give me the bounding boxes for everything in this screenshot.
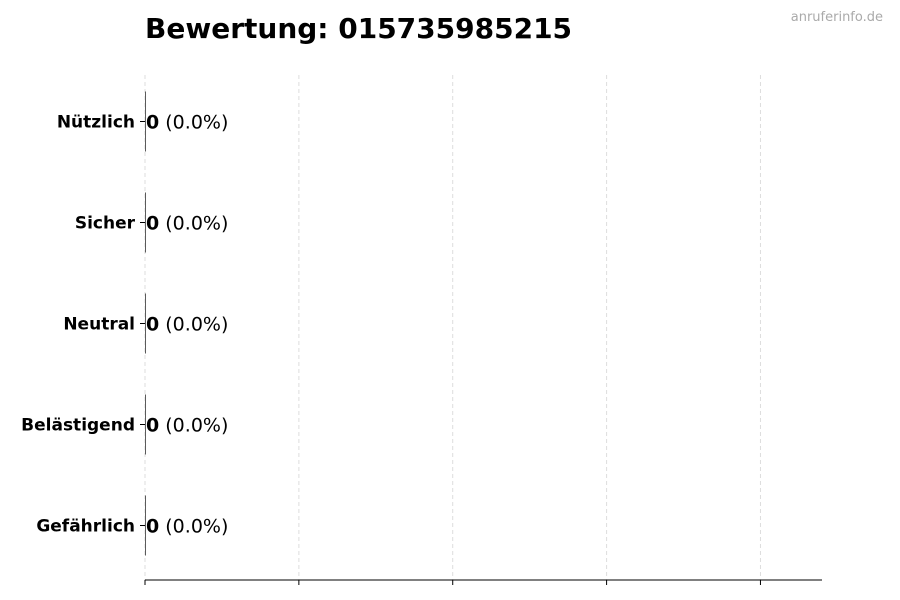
value-label: 0 bbox=[146, 314, 159, 336]
value-label: 0 bbox=[146, 213, 159, 235]
value-label: 0 bbox=[146, 415, 159, 437]
chart-title: Bewertung: 015735985215 bbox=[145, 12, 573, 45]
percent-label: (0.0%) bbox=[159, 314, 228, 336]
y-tick-label: Sicher bbox=[75, 214, 136, 234]
percent-label: (0.0%) bbox=[159, 213, 228, 235]
data-label: 0 (0.0%) bbox=[146, 112, 228, 134]
percent-label: (0.0%) bbox=[159, 415, 228, 437]
bar bbox=[145, 293, 146, 354]
percent-label: (0.0%) bbox=[159, 516, 228, 538]
y-tick-label: Nützlich bbox=[57, 113, 135, 133]
data-label: 0 (0.0%) bbox=[146, 213, 228, 235]
watermark: anruferinfo.de bbox=[790, 10, 883, 25]
bar bbox=[145, 394, 146, 455]
percent-label: (0.0%) bbox=[159, 112, 228, 134]
bar bbox=[145, 91, 146, 152]
value-label: 0 bbox=[146, 516, 159, 538]
data-label: 0 (0.0%) bbox=[146, 415, 228, 437]
data-label: 0 (0.0%) bbox=[146, 314, 228, 336]
y-tick-label: Belästigend bbox=[21, 416, 135, 436]
y-tick-label: Neutral bbox=[63, 315, 135, 335]
bar bbox=[145, 495, 146, 556]
bar bbox=[145, 192, 146, 253]
y-tick-label: Gefährlich bbox=[36, 517, 135, 537]
data-label: 0 (0.0%) bbox=[146, 516, 228, 538]
value-label: 0 bbox=[146, 112, 159, 134]
